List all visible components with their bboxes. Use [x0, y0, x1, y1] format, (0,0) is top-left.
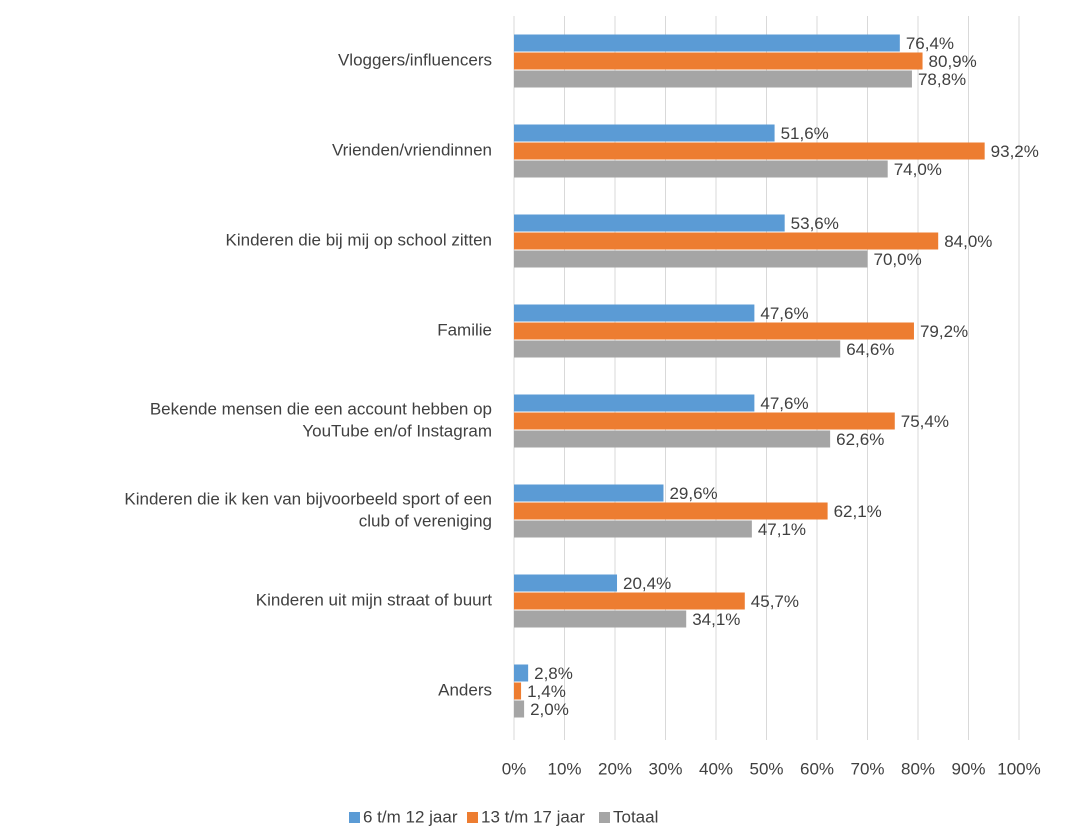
bar: [514, 340, 841, 358]
legend-swatch: [349, 812, 360, 823]
value-label: 51,6%: [781, 124, 829, 143]
value-label: 47,6%: [760, 394, 808, 413]
value-label: 20,4%: [623, 574, 671, 593]
bar: [514, 160, 888, 178]
x-tick-label: 50%: [749, 759, 783, 778]
value-label: 84,0%: [944, 232, 992, 251]
bar: [514, 592, 745, 610]
bar: [514, 394, 755, 412]
y-tick-label: Familie: [437, 320, 492, 339]
x-tick-label: 90%: [951, 759, 985, 778]
bar: [514, 232, 939, 250]
bar: [514, 70, 912, 88]
value-label: 34,1%: [692, 610, 740, 629]
legend-swatch: [467, 812, 478, 823]
y-tick-label: Bekende mensen die een account hebben op: [150, 399, 492, 418]
y-tick-label: Kinderen uit mijn straat of buurt: [256, 590, 493, 609]
value-label: 47,1%: [758, 520, 806, 539]
bar: [514, 322, 914, 340]
legend-swatch: [599, 812, 610, 823]
y-tick-label: Vrienden/vriendinnen: [332, 140, 492, 159]
bar: [514, 34, 900, 52]
bar: [514, 520, 752, 538]
y-tick-label: club of vereniging: [359, 511, 492, 530]
bar: [514, 412, 895, 430]
x-tick-label: 40%: [699, 759, 733, 778]
bar: [514, 682, 522, 700]
y-tick-label: YouTube en/of Instagram: [302, 421, 492, 440]
y-tick-label: Vloggers/influencers: [338, 50, 492, 69]
value-label: 29,6%: [669, 484, 717, 503]
x-tick-label: 70%: [850, 759, 884, 778]
value-label: 74,0%: [894, 160, 942, 179]
x-tick-label: 100%: [997, 759, 1040, 778]
value-label: 70,0%: [874, 250, 922, 269]
x-tick-label: 0%: [502, 759, 527, 778]
value-label: 62,6%: [836, 430, 884, 449]
value-label: 53,6%: [791, 214, 839, 233]
bar: [514, 664, 529, 682]
value-label: 78,8%: [918, 70, 966, 89]
bar: [514, 430, 831, 448]
value-label: 64,6%: [846, 340, 894, 359]
bar: [514, 574, 618, 592]
x-tick-label: 20%: [598, 759, 632, 778]
value-label: 62,1%: [834, 502, 882, 521]
y-tick-label: Kinderen die bij mij op school zitten: [226, 230, 492, 249]
bar: [514, 124, 775, 142]
bar: [514, 502, 828, 520]
x-tick-label: 10%: [547, 759, 581, 778]
bar: [514, 52, 923, 70]
value-label: 45,7%: [751, 592, 799, 611]
value-label: 93,2%: [991, 142, 1039, 161]
value-label: 2,0%: [530, 700, 569, 719]
value-label: 1,4%: [527, 682, 566, 701]
bar: [514, 214, 785, 232]
y-tick-label: Kinderen die ik ken van bijvoorbeeld spo…: [124, 489, 492, 508]
value-label: 47,6%: [760, 304, 808, 323]
legend-label: 6 t/m 12 jaar: [363, 807, 458, 826]
bar: [514, 700, 525, 718]
bar: [514, 610, 687, 628]
value-label: 79,2%: [920, 322, 968, 341]
x-tick-label: 60%: [800, 759, 834, 778]
bar: [514, 484, 664, 502]
bar: [514, 250, 868, 268]
legend-label: Totaal: [613, 807, 658, 826]
x-tick-label: 30%: [648, 759, 682, 778]
value-label: 80,9%: [929, 52, 977, 71]
y-tick-label: Anders: [438, 680, 492, 699]
x-tick-label: 80%: [901, 759, 935, 778]
bar: [514, 142, 985, 160]
value-label: 76,4%: [906, 34, 954, 53]
legend-label: 13 t/m 17 jaar: [481, 807, 585, 826]
value-label: 75,4%: [901, 412, 949, 431]
value-label: 2,8%: [534, 664, 573, 683]
bar: [514, 304, 755, 322]
